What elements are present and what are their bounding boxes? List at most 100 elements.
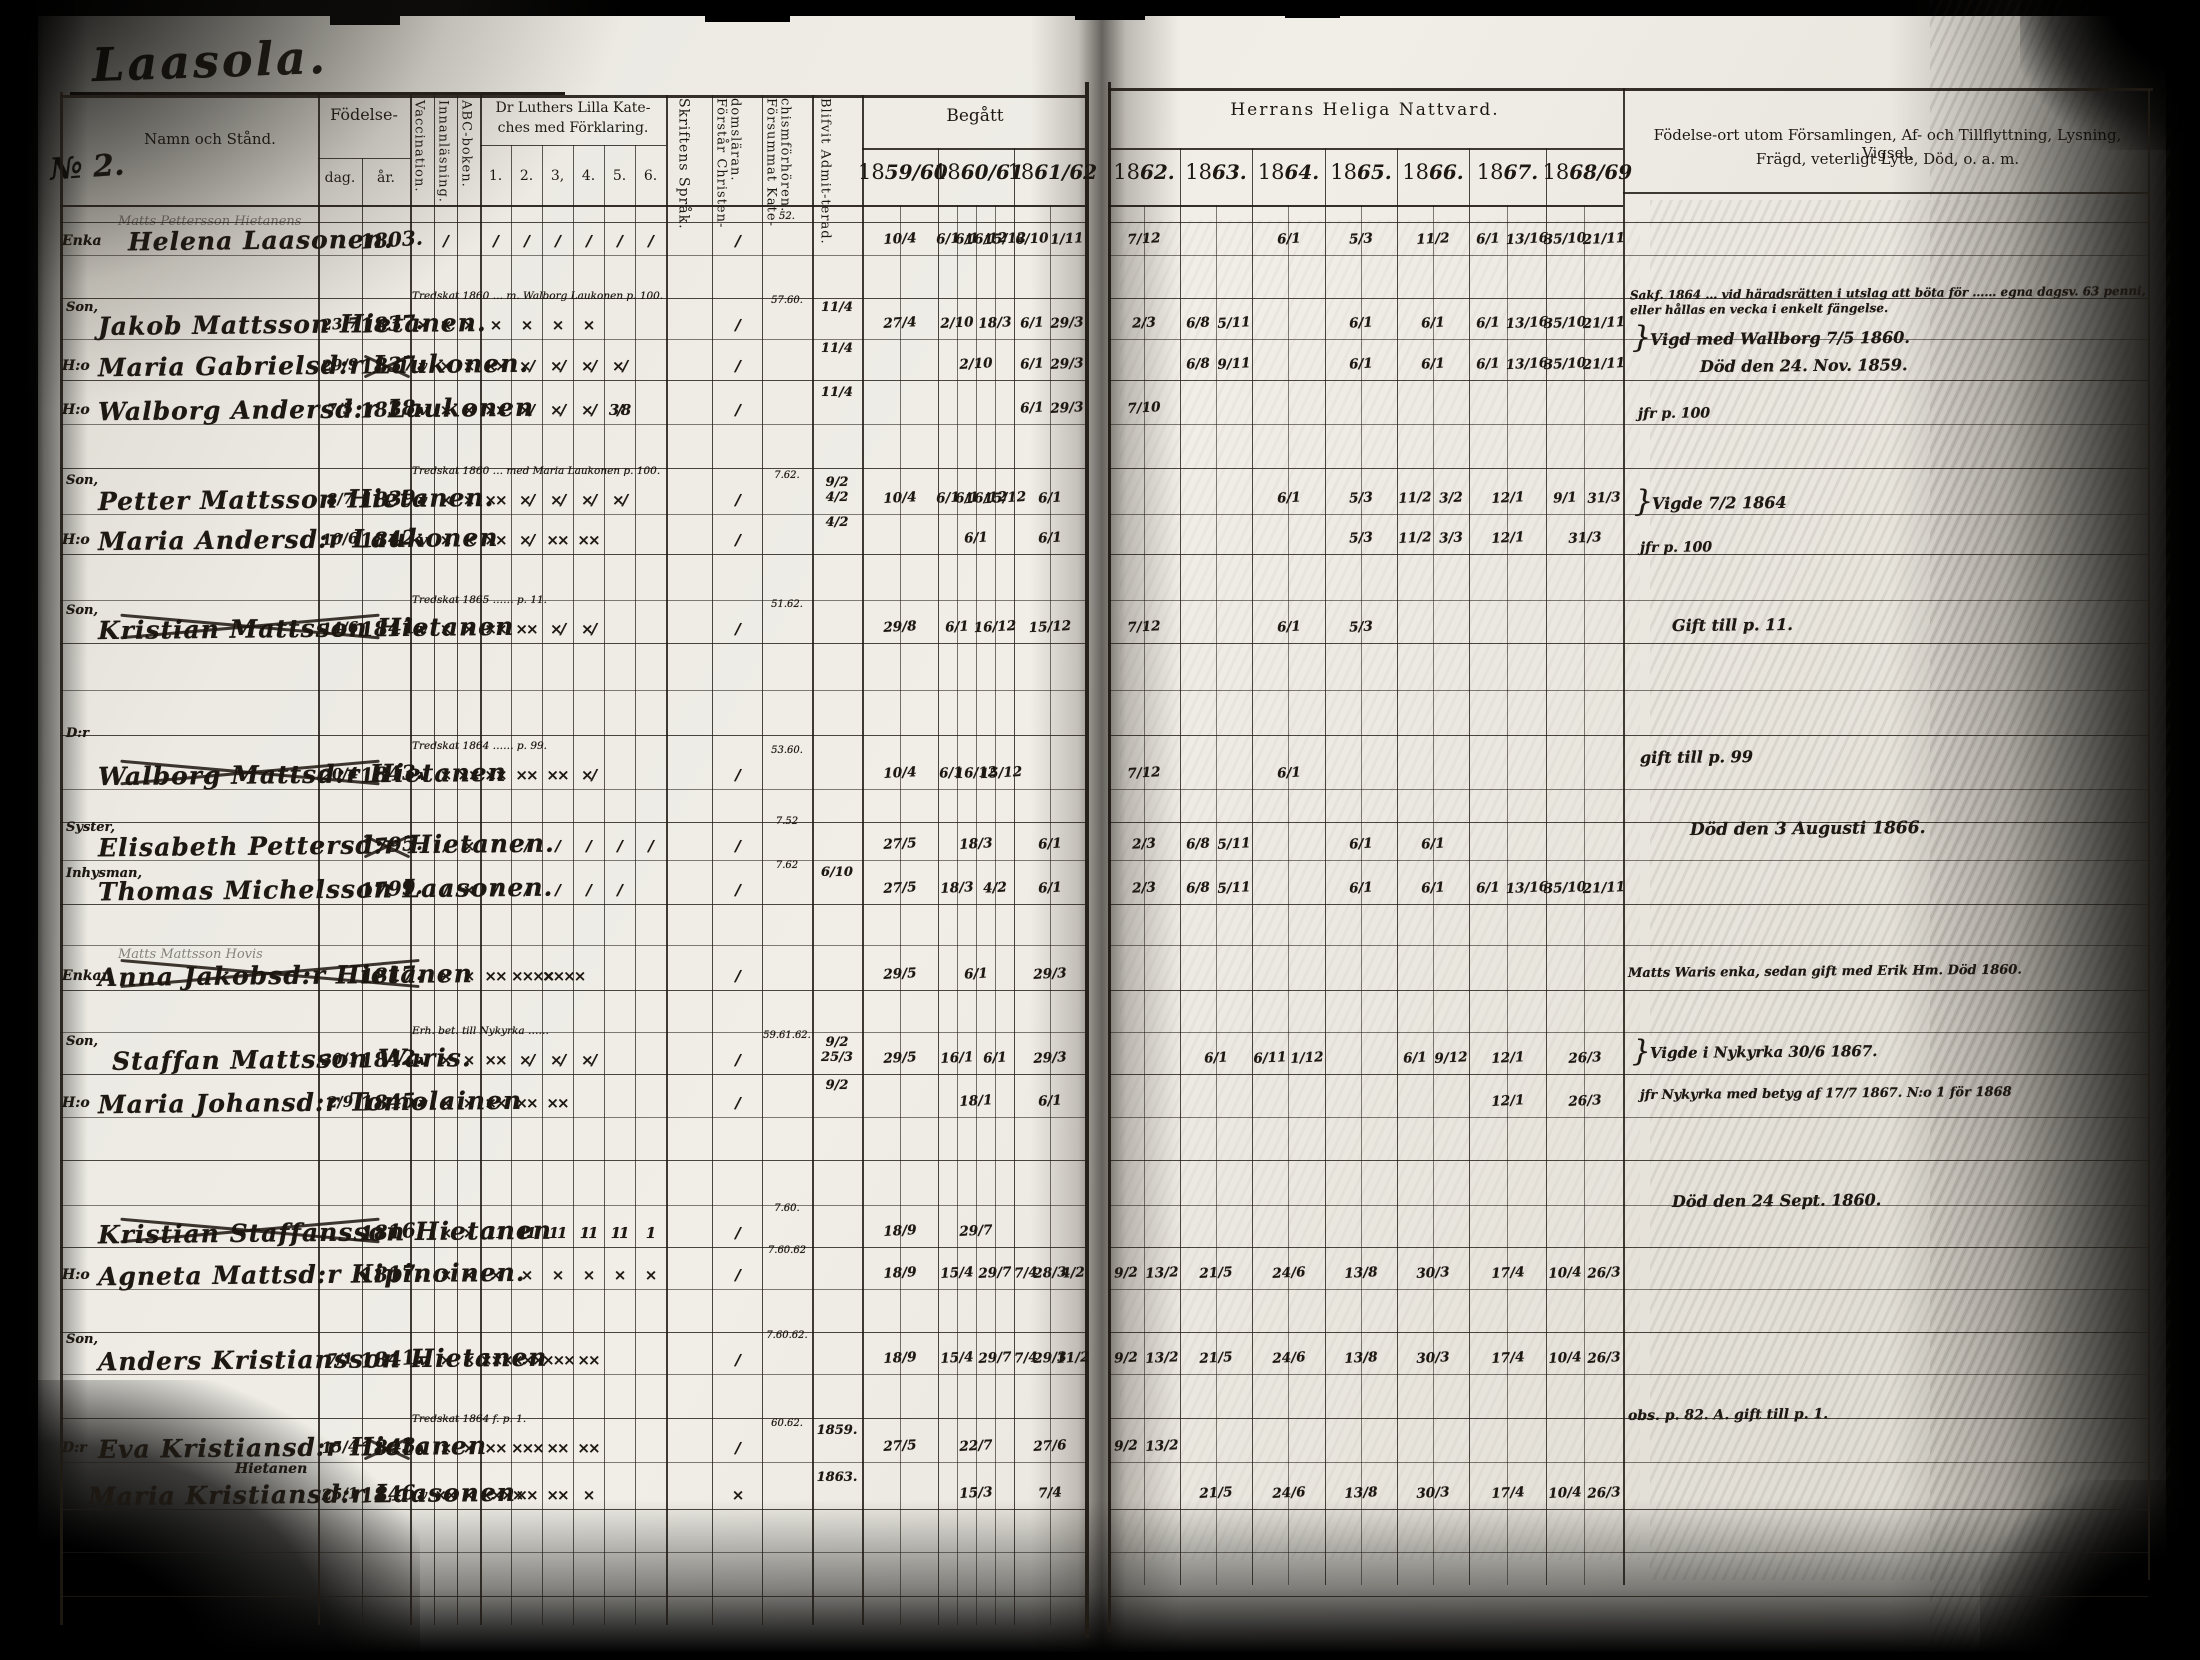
communion-date: 6/1 bbox=[1037, 879, 1062, 897]
table-rule-horizontal bbox=[60, 1074, 1085, 1076]
table-rule-horizontal bbox=[1108, 990, 2148, 992]
catechism-mark: ×× bbox=[577, 1439, 600, 1457]
table-rule-horizontal bbox=[60, 945, 1085, 947]
abc-book-mark: × bbox=[462, 531, 476, 549]
vaccination-mark: v bbox=[418, 531, 428, 549]
birth-day: 23/7 bbox=[321, 314, 359, 334]
catechism-mark: ×/ bbox=[518, 401, 535, 419]
table-rule-vertical bbox=[938, 148, 940, 1625]
table-rule-horizontal bbox=[60, 1374, 1085, 1376]
table-rule-horizontal bbox=[1108, 600, 2148, 602]
communion-date: 29/3 bbox=[1032, 965, 1067, 983]
catechism-mark: × bbox=[520, 1266, 534, 1284]
catechism-mark: ×/ bbox=[549, 1051, 566, 1069]
catechism-mark: 11 bbox=[548, 1224, 568, 1242]
table-rule-vertical bbox=[1288, 205, 1289, 1585]
communion-date: 15/3 bbox=[959, 1484, 993, 1502]
column-header-birth-day: dag. bbox=[324, 170, 356, 186]
communion-date: 24/6 bbox=[1271, 1484, 1306, 1502]
catechism-mark: / bbox=[586, 837, 591, 855]
catechism-mark: ×× bbox=[515, 1094, 538, 1112]
communion-date: 2/3 bbox=[1131, 314, 1157, 332]
catechism-mark: / bbox=[617, 837, 622, 855]
person-relation-label: D:r bbox=[62, 1440, 87, 1456]
table-rule-horizontal bbox=[1108, 822, 2148, 824]
abc-book-mark: × bbox=[462, 620, 476, 638]
table-rule-horizontal bbox=[60, 1160, 1085, 1162]
communion-date: 18/9 bbox=[883, 1264, 917, 1282]
missed-examination-years: 7.62. bbox=[774, 470, 800, 481]
column-header-reading: Innanläsning. bbox=[435, 100, 451, 203]
communion-year-label: 1868/69 bbox=[1542, 160, 1633, 184]
column-header-catechism-line2: ches med Förklaring. bbox=[497, 120, 649, 136]
communion-date: 24/6 bbox=[1271, 1349, 1306, 1367]
table-rule-horizontal bbox=[60, 860, 1085, 862]
catechism-mark: ×/ bbox=[580, 491, 597, 509]
birth-day: 2/9 bbox=[326, 1092, 354, 1112]
reading-mark: × bbox=[439, 1266, 453, 1284]
table-rule-horizontal bbox=[1108, 945, 2148, 947]
doctrine-mark: / bbox=[735, 881, 740, 899]
communion-date: 9/12 bbox=[1434, 1049, 1468, 1067]
birth-year: 1839. bbox=[359, 484, 424, 513]
catechism-mark: ×××× bbox=[542, 967, 586, 985]
communion-date: 4/2 bbox=[1060, 1264, 1086, 1282]
reading-mark: × bbox=[439, 1051, 453, 1069]
communion-date: 30/3 bbox=[1416, 1484, 1450, 1502]
catechism-part-number: 3, bbox=[550, 168, 565, 184]
table-rule-vertical bbox=[1361, 205, 1362, 1585]
communion-date: 18/3 bbox=[959, 835, 993, 853]
catechism-mark: / bbox=[617, 232, 622, 250]
table-rule-horizontal bbox=[60, 554, 1085, 556]
missed-examination-years: 7.52 bbox=[775, 816, 799, 827]
catechism-mark: 11 bbox=[579, 1224, 599, 1242]
catechism-mark: ××× bbox=[542, 1351, 576, 1369]
catechism-mark: ×/ bbox=[549, 357, 566, 375]
catechism-mark: ×× bbox=[546, 1094, 569, 1112]
table-rule-vertical bbox=[957, 205, 958, 1625]
person-relation-label: Son, bbox=[66, 473, 99, 488]
catechism-mark: ×/ bbox=[518, 531, 535, 549]
communion-date: 21/5 bbox=[1199, 1349, 1233, 1367]
table-rule-horizontal bbox=[60, 1509, 1085, 1511]
margin-note-brace: } bbox=[1634, 484, 1654, 519]
communion-date: 29/3 bbox=[1032, 1049, 1067, 1067]
catechism-mark: ×××× bbox=[480, 1486, 524, 1504]
communion-date: 12/1 bbox=[1490, 529, 1525, 547]
communion-date: 15/12 bbox=[982, 488, 1027, 508]
margin-note: gift till p. 99 bbox=[1639, 747, 1753, 768]
communion-date: 2/10 bbox=[959, 355, 993, 373]
catechism-mark: ×× bbox=[546, 531, 569, 549]
communion-date: 26/3 bbox=[1567, 1092, 1602, 1110]
communion-date: 26/3 bbox=[1586, 1264, 1621, 1282]
catechism-mark: ×× bbox=[515, 1486, 538, 1504]
birth-year: 1838. bbox=[359, 394, 424, 423]
margin-note: Vigde 7/2 1864 bbox=[1651, 492, 1787, 514]
examination-note: Tredskat 1865 …… p. 11. bbox=[412, 594, 548, 606]
communion-date: 29/5 bbox=[883, 1049, 917, 1067]
table-rule-horizontal bbox=[1108, 1032, 2148, 1034]
communion-date: 3/2 bbox=[1438, 489, 1464, 507]
table-rule-horizontal bbox=[1108, 298, 2148, 300]
communion-date: 21/11 bbox=[1582, 354, 1626, 374]
catechism-mark: × bbox=[644, 1266, 658, 1284]
communion-date: 11/2 bbox=[1056, 1349, 1091, 1367]
communion-date: 29/7 bbox=[959, 1222, 993, 1240]
communion-year-label: 1859/60 bbox=[858, 160, 948, 184]
reading-mark: × bbox=[439, 316, 453, 334]
examination-note: Tredskat 1864 …… p. 99. bbox=[412, 740, 548, 752]
examination-note: Tredskat 1860 … med Maria Laukonen p. 10… bbox=[412, 465, 661, 477]
abc-book-mark: × bbox=[462, 1351, 476, 1369]
table-rule-horizontal bbox=[1108, 554, 2148, 556]
communion-date: 16/12 bbox=[973, 617, 1017, 637]
catechism-mark: / bbox=[524, 837, 529, 855]
catechism-mark: ×× bbox=[484, 491, 507, 509]
table-rule-horizontal bbox=[60, 380, 1085, 382]
communion-date: 29/5 bbox=[883, 965, 917, 983]
birth-year: 1842. bbox=[359, 1044, 424, 1073]
communion-year-label: 1866. bbox=[1402, 160, 1464, 184]
abc-book-mark: × bbox=[462, 1266, 476, 1284]
catechism-mark: ×/ bbox=[518, 357, 535, 375]
communion-date: 5/11 bbox=[1217, 314, 1251, 332]
abc-book-mark: × bbox=[462, 491, 476, 509]
